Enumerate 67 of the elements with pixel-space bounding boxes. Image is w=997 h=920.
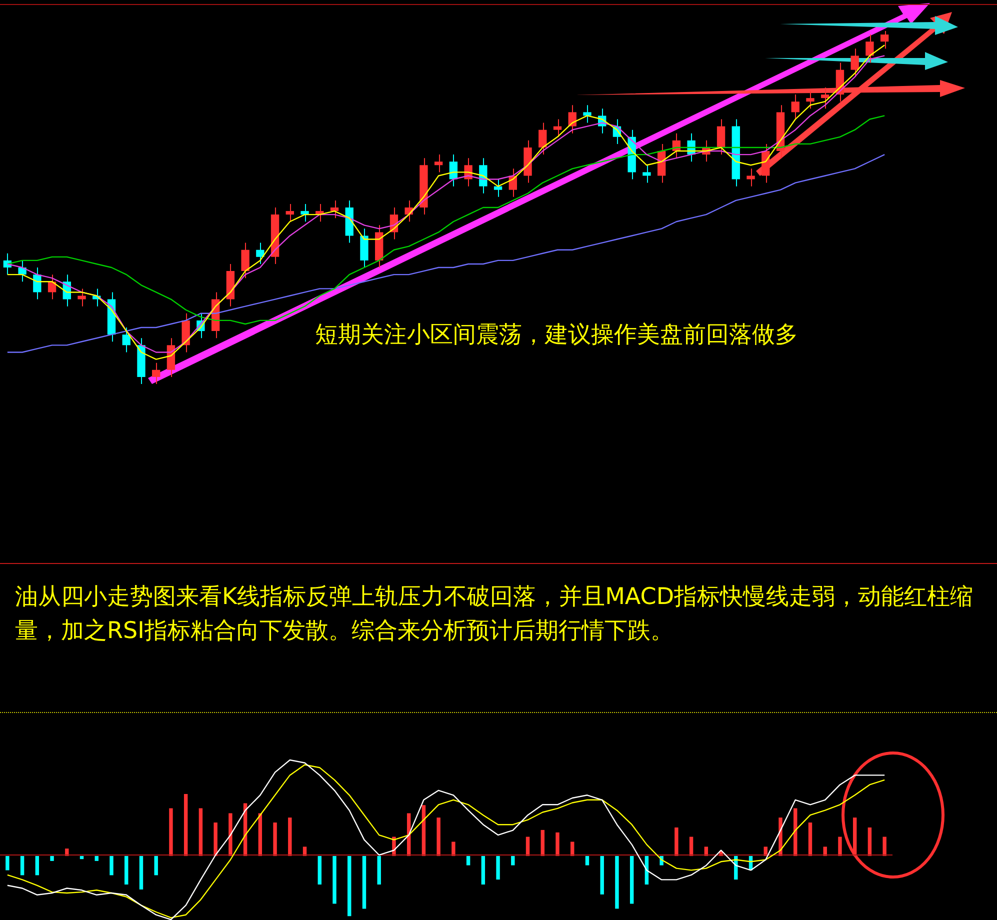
candlestick <box>286 203 294 222</box>
bar <box>288 818 292 856</box>
bar <box>615 856 619 909</box>
bar <box>540 830 544 856</box>
candlestick <box>330 200 339 219</box>
bar <box>600 856 604 894</box>
candlestick <box>850 48 859 78</box>
bar <box>585 856 590 866</box>
candlestick <box>33 267 42 300</box>
bar <box>838 836 842 856</box>
bar <box>20 856 24 876</box>
bar <box>6 856 10 870</box>
candlestick <box>642 164 651 184</box>
bar <box>511 856 515 866</box>
candlestick <box>716 118 726 156</box>
candlestick <box>866 34 874 64</box>
candlestick <box>821 86 830 110</box>
bar <box>496 856 500 880</box>
bar <box>674 827 678 856</box>
bar <box>556 832 560 856</box>
candlestick <box>241 242 250 279</box>
bar <box>481 856 486 885</box>
bar <box>348 856 352 916</box>
bar <box>214 822 218 856</box>
candlestick <box>434 154 443 173</box>
candlestick <box>568 104 576 134</box>
bar <box>852 818 857 856</box>
candlestick <box>583 104 592 124</box>
bar <box>94 856 98 861</box>
bar <box>882 836 886 856</box>
candlestick <box>78 288 86 307</box>
candlestick <box>553 118 562 138</box>
bar <box>184 794 188 856</box>
candlestick <box>746 168 755 187</box>
bar <box>362 856 366 909</box>
bar <box>318 856 322 885</box>
bar <box>332 856 336 904</box>
candlestick <box>880 30 889 50</box>
candlestick <box>791 94 800 120</box>
candlestick <box>494 178 502 198</box>
bar <box>436 818 440 856</box>
bar <box>868 827 872 856</box>
bar <box>808 822 812 856</box>
bar <box>80 856 84 860</box>
annotation: 短期关注小区间震荡，建议操作美盘前回落做多 <box>315 321 798 350</box>
text: 油从四小走势图来看K线指标反弹上轨压力不破回落，并且MACD指标快慢线走弱，动能红柱缩量，加之RSI指标粘合向下发散。综合来分析预计后期行情下跌。 <box>15 583 974 646</box>
bar <box>630 856 634 904</box>
bar <box>273 822 277 856</box>
bar <box>154 856 158 876</box>
bar <box>124 856 128 885</box>
bar <box>35 856 40 876</box>
bar <box>169 808 173 856</box>
bar <box>198 808 203 856</box>
candlestick <box>152 362 160 384</box>
bar <box>50 856 54 861</box>
candlestick <box>300 203 309 222</box>
bar <box>377 856 381 885</box>
bar <box>228 813 232 856</box>
candlestick <box>538 122 547 156</box>
bar <box>139 856 144 890</box>
candlestick <box>806 90 814 110</box>
bar <box>452 842 456 856</box>
bar <box>110 856 114 876</box>
candlestick <box>122 327 130 353</box>
bar <box>422 805 426 856</box>
candlestick <box>256 242 264 264</box>
bar <box>466 856 470 866</box>
